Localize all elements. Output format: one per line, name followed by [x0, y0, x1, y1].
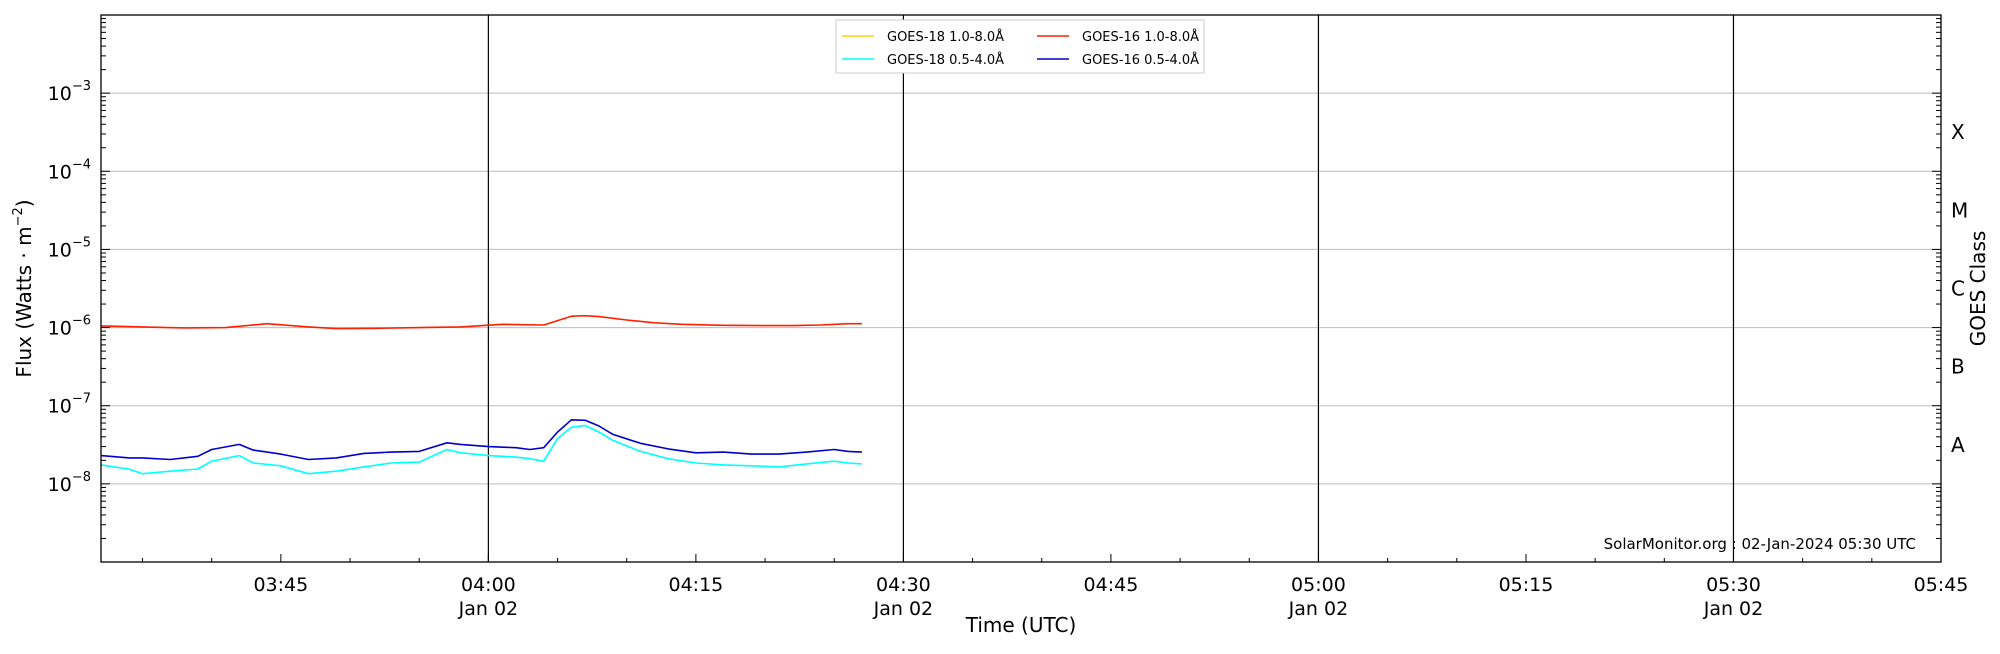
series-line-3 — [100, 418, 862, 461]
credit-text: SolarMonitor.org : 02-Jan-2024 05:30 UTC — [1604, 535, 1916, 553]
legend-entry: GOES-18 1.0-8.0Å — [887, 29, 1004, 45]
y-axis-label-superscript: −2 — [11, 207, 26, 226]
y-axis-label: Flux (Watts · m−2) — [11, 199, 36, 377]
y-tick-label: 10−8 — [48, 470, 91, 496]
x-tick-label: 04:15 — [669, 574, 724, 596]
legend-entry: GOES-18 0.5-4.0Å — [887, 52, 1004, 68]
x-tick-label: 04:00 — [461, 574, 516, 596]
y-axis-label-main: Flux (Watts · m — [12, 226, 36, 377]
legend-entry: GOES-16 0.5-4.0Å — [1082, 52, 1199, 68]
x-tick-label: 05:30 — [1706, 574, 1761, 596]
day-boundary-lines — [487, 15, 1735, 562]
x-tick-date-label: Jan 02 — [873, 598, 934, 620]
y-tick-label: 10−3 — [48, 79, 91, 105]
legend-entry: GOES-16 1.0-8.0Å — [1082, 29, 1199, 45]
x-tick-label: 04:45 — [1084, 574, 1139, 596]
series-line-1 — [100, 314, 862, 330]
goes-class-c: C — [1951, 277, 1965, 301]
y-tick-label: 10−4 — [48, 157, 91, 183]
x-tick-label: 04:30 — [876, 574, 931, 596]
x-tick-label: 05:00 — [1291, 574, 1346, 596]
series-lines — [100, 314, 862, 475]
x-axis-label: Time (UTC) — [965, 613, 1077, 637]
plot-frame — [100, 14, 1942, 563]
x-tick-label: 03:45 — [253, 574, 308, 596]
goes-class-axis-label: GOES Class — [1966, 231, 1990, 347]
goes-class-b: B — [1951, 355, 1965, 379]
x-tick-date-label: Jan 02 — [1703, 598, 1764, 620]
x-tick-date-label: Jan 02 — [1288, 598, 1349, 620]
series-line-2 — [100, 424, 862, 475]
x-tick-label: 05:45 — [1914, 574, 1969, 596]
legend: GOES-18 1.0-8.0Å GOES-16 1.0-8.0Å GOES-18 … — [835, 19, 1205, 74]
goes-class-labels: A B C M X — [1951, 120, 1968, 457]
y-tick-label: 10−6 — [48, 314, 91, 340]
x-tick-label: 05:15 — [1499, 574, 1554, 596]
x-tick-date-label: Jan 02 — [458, 598, 519, 620]
goes-class-x: X — [1951, 120, 1965, 144]
legend-box — [835, 19, 1205, 74]
y-tick-labels: 10−8 10−7 10−6 10−5 10−4 10−3 — [48, 79, 91, 496]
axis-ticks — [101, 18, 1942, 563]
goes-class-a: A — [1951, 433, 1965, 457]
y-tick-label: 10−5 — [48, 235, 91, 261]
y-tick-label: 10−7 — [48, 392, 91, 418]
y-axis-label-close: ) — [12, 199, 36, 207]
goes-class-m: M — [1951, 198, 1968, 222]
